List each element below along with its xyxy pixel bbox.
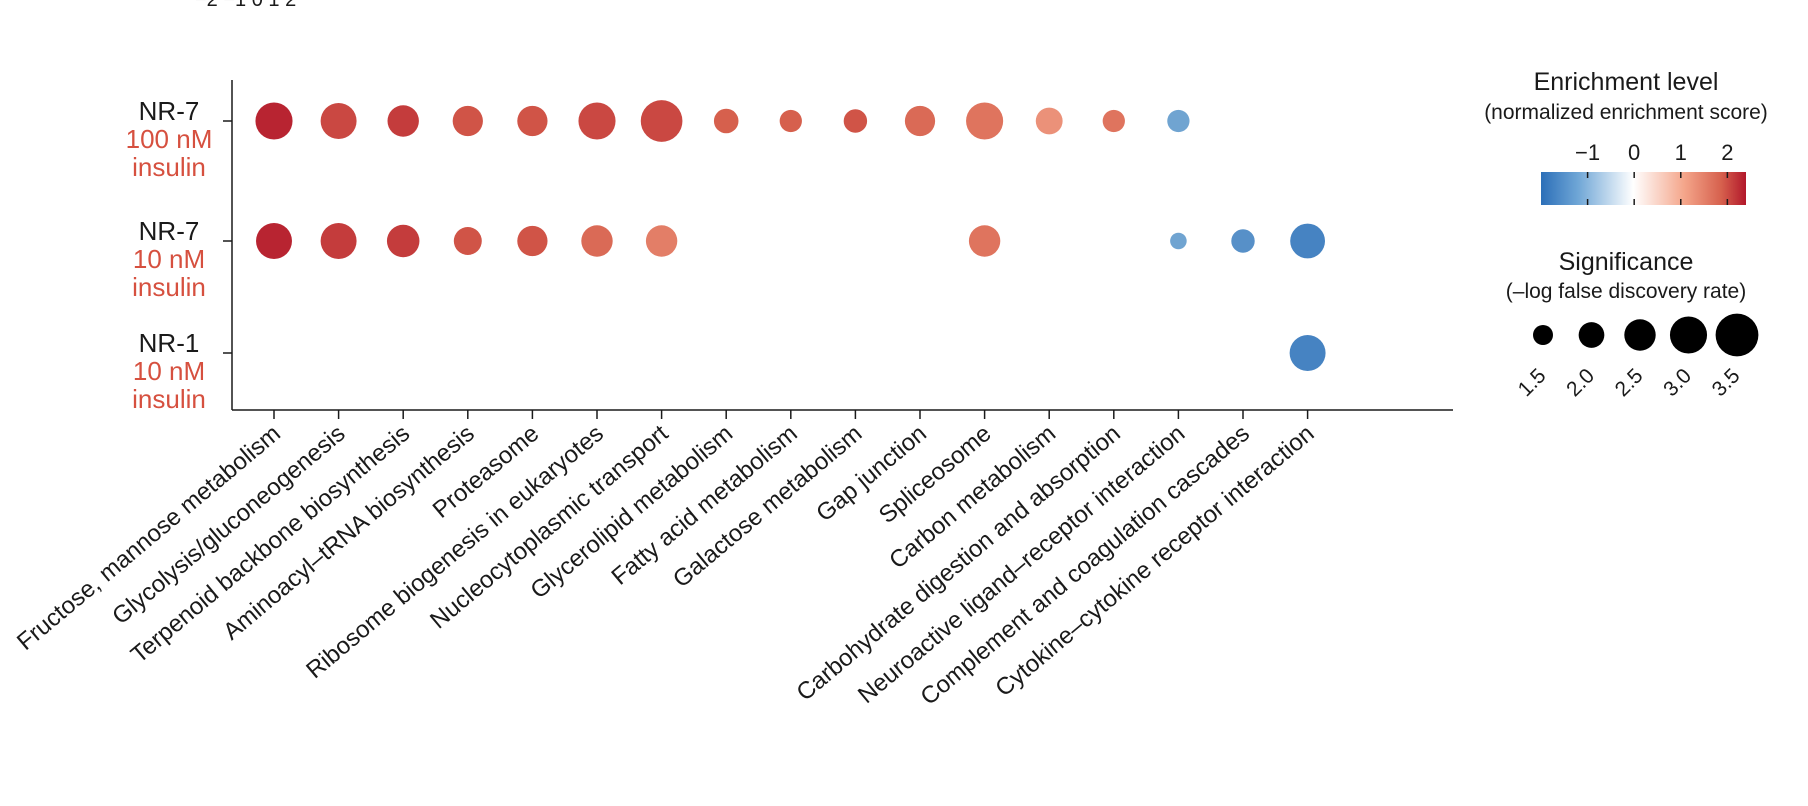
size-legend-circle <box>1578 322 1605 348</box>
size-legend-circle <box>1624 319 1656 351</box>
size-legend-subtitle: (–log false discovery rate) <box>1506 280 1746 303</box>
row-label-name: NR-7 <box>139 216 200 246</box>
bubble <box>1035 107 1063 135</box>
bubble <box>713 108 739 134</box>
size-legend-label: 3.0 <box>1659 364 1696 401</box>
bubble <box>904 105 936 137</box>
row-label-condition: 10 nM <box>133 244 205 274</box>
size-legend-label: 2.5 <box>1611 364 1648 401</box>
bubble <box>387 105 419 137</box>
row-label-condition: 10 nM <box>133 356 205 386</box>
bubble <box>645 225 678 257</box>
size-legend-label: 3.5 <box>1708 364 1745 401</box>
size-legend-circle <box>1715 313 1759 357</box>
bubble <box>386 224 420 258</box>
bubble <box>320 103 357 139</box>
size-legend-items: 1.5 2.0 2.5 3.0 3.5 <box>1514 313 1759 401</box>
bubble <box>966 102 1004 140</box>
color-legend-tick-label: 0 <box>1628 140 1640 165</box>
bubble <box>843 109 868 133</box>
size-legend-label: 2.0 <box>1562 364 1599 401</box>
size-legend: Significance (–log false discovery rate)… <box>1506 248 1759 401</box>
bubble <box>779 109 802 133</box>
bubble <box>640 100 683 142</box>
color-legend-tick-label: −1 <box>1575 140 1600 165</box>
bubble <box>1289 335 1326 371</box>
bubble <box>1102 109 1125 133</box>
color-legend-bar <box>1541 172 1746 205</box>
top-clip-label: −2 −1 0 1 2 <box>195 0 296 11</box>
color-legend-tick-label: 1 <box>1675 140 1687 165</box>
size-legend-circle <box>1533 325 1553 345</box>
bubble <box>1231 229 1255 253</box>
bubble <box>1170 232 1187 250</box>
row-label-condition: insulin <box>132 272 206 302</box>
bubble <box>581 225 613 257</box>
bubble-marks <box>255 100 1326 371</box>
bubble <box>517 105 548 137</box>
size-legend-circle <box>1669 316 1708 354</box>
bubble <box>1167 109 1190 133</box>
bubble <box>1290 223 1326 259</box>
color-legend-tick-label: 2 <box>1721 140 1733 165</box>
color-legend-subtitle: (normalized enrichment score) <box>1484 101 1768 124</box>
bubble <box>452 105 483 137</box>
bubble <box>453 227 482 255</box>
row-label-condition: 100 nM <box>126 124 213 154</box>
bubble <box>517 225 548 257</box>
color-legend-title: Enrichment level <box>1534 68 1719 96</box>
row-label-condition: insulin <box>132 152 206 182</box>
axes <box>231 80 1453 411</box>
bubble <box>256 223 292 259</box>
color-legend-ticks: −1 0 1 2 <box>1575 140 1733 205</box>
row-label-name: NR-1 <box>139 328 200 358</box>
row-label-condition: insulin <box>132 384 206 414</box>
bubble <box>320 223 357 259</box>
bubble <box>968 225 1001 257</box>
row-label-name: NR-7 <box>139 96 200 126</box>
bubble <box>578 102 616 140</box>
x-tick-labels: Fructose, mannose metabolismGlycolysis/g… <box>12 420 1319 711</box>
size-legend-title: Significance <box>1559 248 1694 276</box>
x-ticks <box>273 410 1309 419</box>
color-legend: Enrichment level (normalized enrichment … <box>1484 68 1768 205</box>
bubble <box>255 102 293 140</box>
size-legend-label: 1.5 <box>1514 364 1551 401</box>
